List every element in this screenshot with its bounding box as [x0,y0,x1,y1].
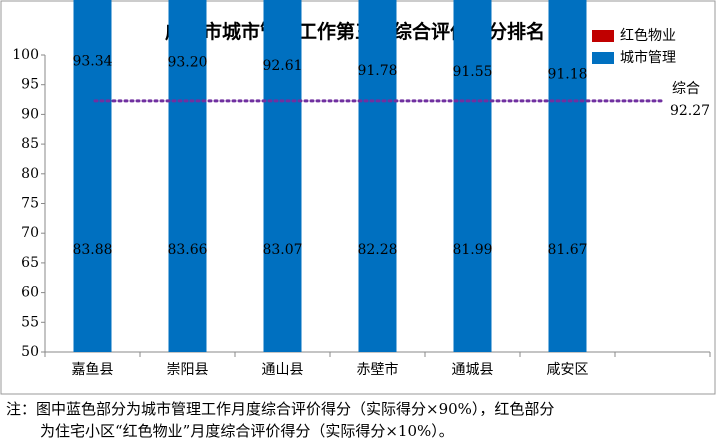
total-label: 91.55 [452,64,492,80]
x-tick-label: 赤壁市 [357,361,399,378]
y-tick-label: 80 [21,166,39,182]
legend-label: 城市管理 [620,49,676,66]
y-tick-label: 75 [21,196,39,212]
x-tick-label: 通山县 [262,362,304,378]
bar-segment [168,0,207,352]
y-tick-label: 50 [21,344,39,360]
total-label: 92.61 [262,58,302,74]
y-tick-label: 85 [21,136,39,152]
x-tick-label: 崇阳县 [167,362,209,378]
note: 注：图中蓝色部分为城市管理工作月度综合评价得分（实际得分×90%），红色部分 [6,400,554,418]
bar-segment [358,0,397,352]
chart-border [0,0,716,395]
value-label: 81.99 [452,242,492,258]
reference-value: 92.27 [670,103,710,119]
y-tick-label: 95 [21,77,39,93]
value-label: 83.66 [167,242,207,258]
y-tick-label: 60 [21,285,39,301]
total-label: 93.34 [72,54,112,70]
value-label: 83.07 [262,242,302,258]
legend-label: 红色物业 [620,27,676,44]
y-tick-label: 70 [21,225,39,241]
y-tick-label: 65 [21,255,39,271]
total-label: 93.20 [167,54,207,70]
bar-segment [73,0,112,352]
value-label: 82.28 [357,242,397,258]
bar-segment [263,0,302,352]
value-label: 81.67 [547,242,587,258]
legend-swatch [592,30,614,42]
note: 为住宅小区“红色物业”月度综合评价得分（实际得分×10%）。 [40,422,454,440]
y-tick-label: 55 [21,314,39,330]
total-label: 91.78 [357,63,397,79]
y-tick-label: 100 [12,47,39,63]
total-label: 91.18 [547,66,587,82]
legend-swatch [592,52,614,64]
y-tick-label: 90 [21,106,39,122]
x-tick-label: 咸安区 [547,362,589,378]
reference-name: 综合 [672,81,700,97]
chart-title: 咸宁市城市管理工作第三方综合评价得分排名 [165,20,545,43]
bar-segment [453,0,492,352]
value-label: 83.88 [72,242,112,258]
bar-segment [548,0,587,353]
x-tick-label: 嘉鱼县 [72,361,114,378]
x-tick-label: 通城县 [452,362,494,378]
